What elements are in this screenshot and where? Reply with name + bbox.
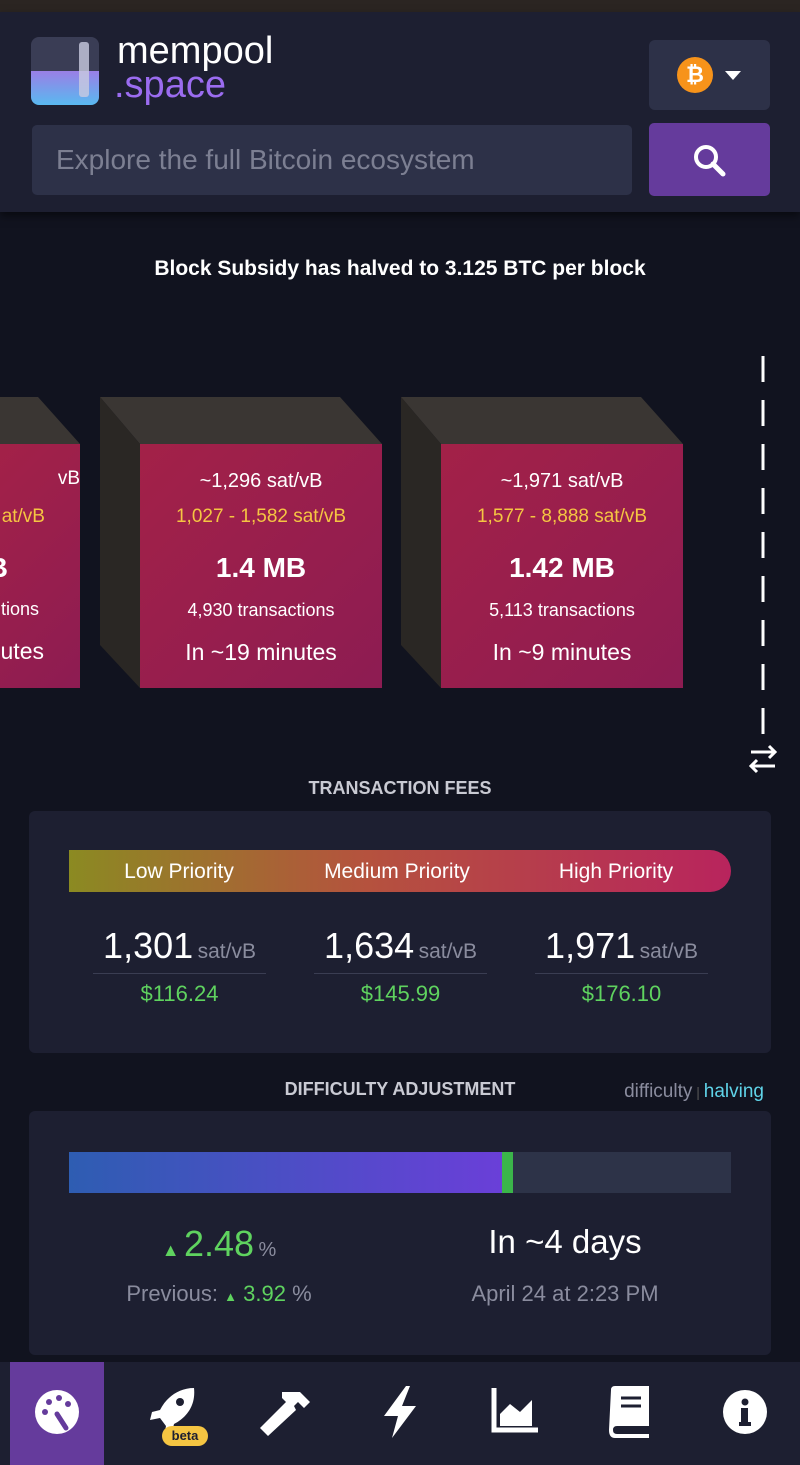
tab[interactable]: halving [703,1081,764,1102]
fee-rate: 1,301 sat/vB [93,925,266,974]
rocket-icon[interactable] [148,1386,198,1438]
block-tx-count: 5,113 transactions [489,600,635,620]
block-median-fee: ~1,296 sat/vB [199,470,323,492]
fee-usd: $116.24 [140,981,219,1006]
difficulty-change: ▲ 2.48 % [69,1223,369,1265]
fee-value: 1,301 [103,925,194,966]
fee-unit: sat/vB [197,940,256,963]
block: vB at/vB B tions utes [0,444,80,688]
priority-label: Medium Priority [324,860,470,883]
priority-label: Low Priority [124,860,234,883]
change-value: 2.48 [183,1223,255,1264]
dropdown-caret [725,71,741,80]
difficulty-card: ▲ 2.48 % Previous: ▲ 3.92 % In ~4 days A… [29,1111,771,1355]
fees-card: Low Priority Medium Priority High Priori… [29,811,771,1053]
block-size: 1.42 MB [509,552,615,583]
difficulty-date: April 24 at 2:23 PM [471,1281,659,1306]
graphs-icon[interactable] [490,1386,540,1436]
change-unit: % [258,1239,277,1261]
block: ~1,971 sat/vB 1,577 - 8,888 sat/vB 1.42 … [441,444,683,688]
swap-icon[interactable] [748,744,778,774]
fee-rate: 1,971 sat/vB [535,925,708,974]
previous-unit: % [292,1281,312,1306]
previous-change: Previous: ▲ 3.92 % [126,1281,312,1306]
block-tx-count: 4,930 transactions [187,600,335,620]
fee-usd: $145.99 [360,981,441,1006]
previous-label: Previous: [126,1281,219,1306]
difficulty-eta: In ~4 days [488,1223,642,1260]
fee-unit: sat/vB [418,940,477,963]
fee-value: 1,971 [545,925,636,966]
top-strip [0,0,800,12]
priority-bar [69,850,731,892]
section-title: DIFFICULTY ADJUSTMENT [284,1079,516,1099]
previous-value: 3.92 [243,1281,286,1306]
fee-rate: 1,634 sat/vB [314,925,487,974]
fee-value: 1,634 [324,925,415,966]
network-select[interactable]: ₿ [649,40,770,110]
up-arrow: ▲ [161,1240,180,1260]
section-title: TRANSACTION FEES [308,778,492,798]
bottom-nav: beta [0,1362,800,1465]
beta-badge: beta [162,1426,208,1446]
tabs: difficulty | halving [624,1081,764,1102]
mempool-divider [748,356,778,774]
search-icon [694,145,726,177]
block-fee-range: 1,577 - 8,888 sat/vB [476,506,648,527]
nav-dashboard[interactable] [10,1362,104,1465]
block-eta: In ~19 minutes [185,639,337,665]
priority-label: High Priority [558,860,674,883]
block-fee-range: at/vB [1,506,45,527]
block-size: 1.4 MB [215,552,307,583]
block-eta: utes [0,638,44,664]
about-icon[interactable] [721,1388,769,1436]
bitcoin-icon: ₿ [677,57,713,93]
search-input[interactable]: Explore the full Bitcoin ecosystem [32,125,632,195]
search-button[interactable] [649,123,770,196]
block: ~1,296 sat/vB 1,027 - 1,582 sat/vB 1.4 M… [140,444,382,688]
progress-remaining [502,1152,513,1193]
block-eta: In ~9 minutes [492,639,632,665]
block-median-fee: vB [57,468,80,489]
hammer-icon[interactable] [258,1386,314,1438]
block-fee-range: 1,027 - 1,582 sat/vB [175,506,347,527]
block-size: B [0,552,8,584]
logo-sub: .space [114,64,226,106]
lightning-icon[interactable] [380,1384,420,1440]
docs-icon[interactable] [607,1384,653,1438]
dashboard-icon [35,1390,79,1434]
fee-unit: sat/vB [639,940,698,963]
block-shapes [0,397,683,688]
progress-fill [69,1152,502,1193]
fee-usd: $176.10 [581,981,662,1006]
header: mempool .space ₿ Explore the full Bitcoi… [0,12,800,212]
tab[interactable]: difficulty [624,1081,693,1102]
logo-bar [79,42,89,97]
halving-banner: Block Subsidy has halved to 3.125 BTC pe… [154,257,646,280]
logo-text: mempool [117,30,274,72]
block-median-fee: ~1,971 sat/vB [500,470,624,492]
block-tx-count: tions [0,599,39,619]
